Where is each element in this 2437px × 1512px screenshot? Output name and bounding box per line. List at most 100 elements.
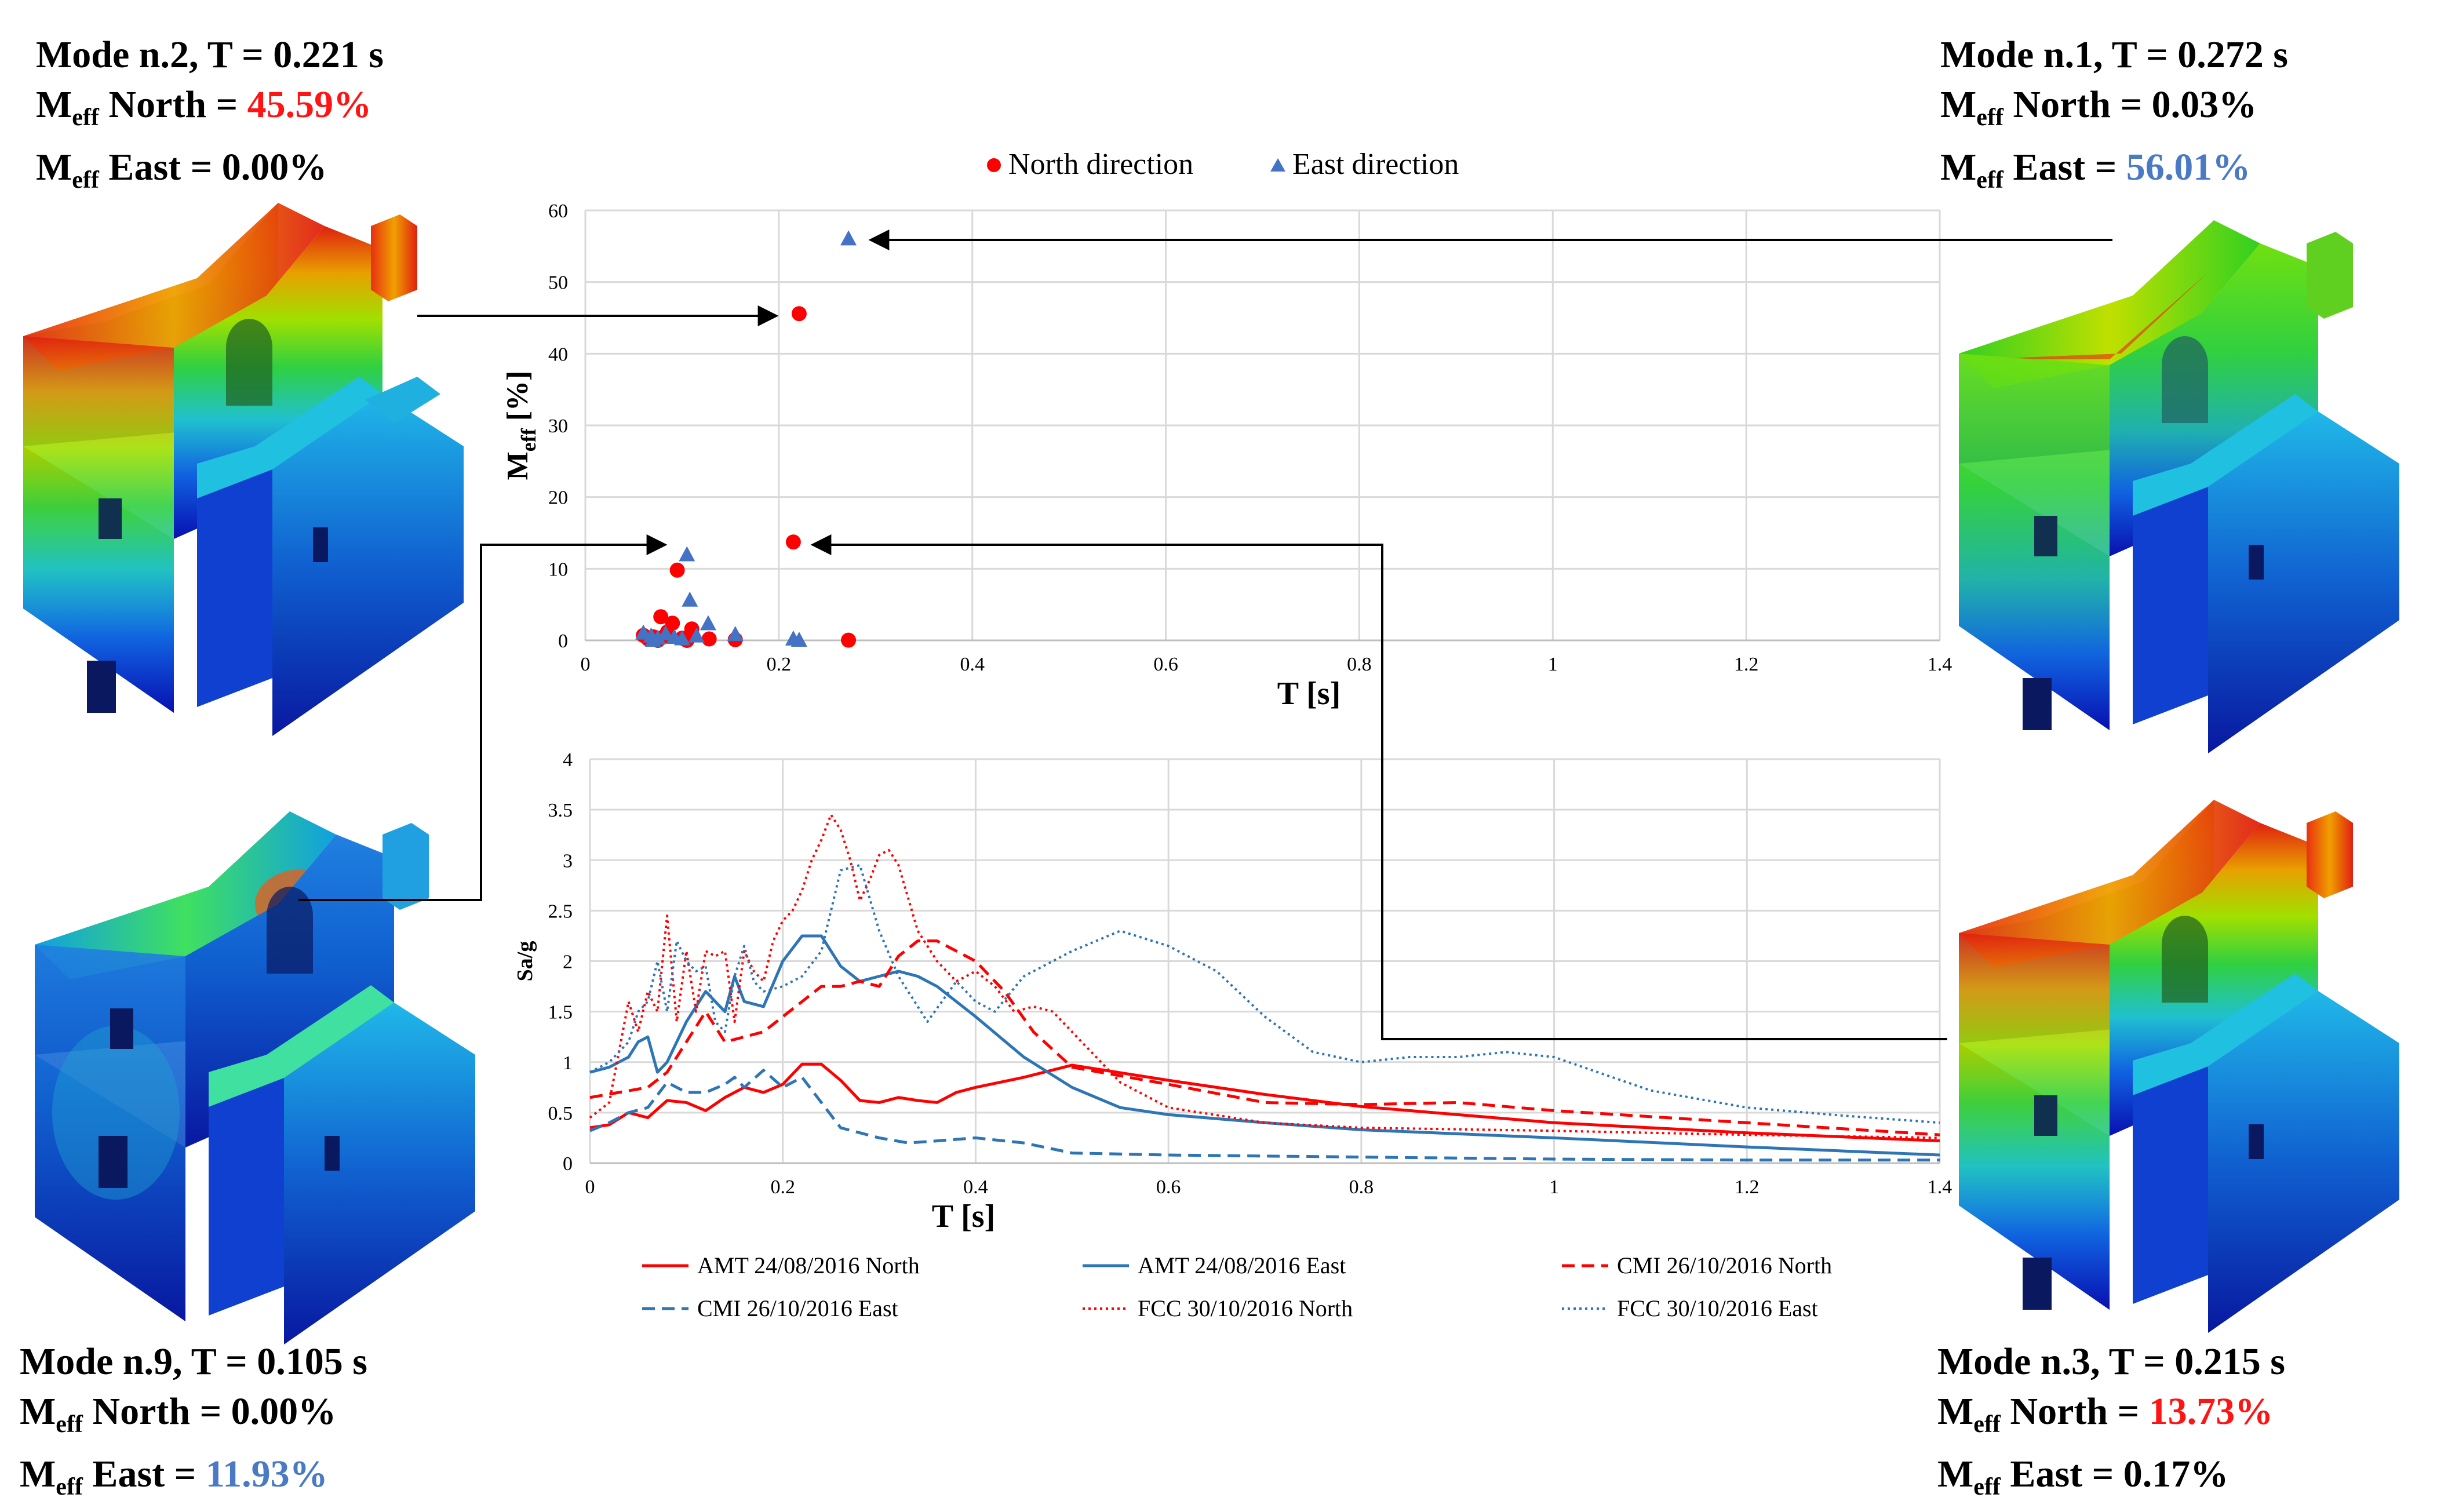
x-tick-label: 1.2 (1734, 654, 1759, 675)
meff-north-value: 0.03% (2151, 83, 2257, 126)
mode1-label: Mode n.1, T = 0.272 s Meff North = 0.03%… (1940, 30, 2288, 205)
legend-label: FCC 30/10/2016 North (1138, 1295, 1353, 1321)
mode3-label: Mode n.3, T = 0.215 s Meff North = 13.73… (1937, 1337, 2285, 1512)
y-tick-label: 1.5 (548, 1002, 573, 1023)
x-tick-label: 0 (581, 654, 591, 675)
x-tick-label: 1.4 (1928, 1176, 1952, 1198)
scatter-point-east (727, 626, 744, 642)
x-tick-label: 0.6 (1153, 654, 1178, 675)
legend-label: AMT 24/08/2016 East (1138, 1252, 1346, 1278)
y-tick-label: 0 (563, 1153, 573, 1175)
series-line (589, 813, 1940, 1139)
scatter-point-north (669, 562, 685, 578)
series-line (589, 934, 1940, 1157)
legend-label-north: North direction (1008, 148, 1193, 181)
meff-east-value: 0.17% (2123, 1453, 2229, 1496)
x-tick-label: 0 (585, 1176, 595, 1198)
y-tick-label: 0.5 (548, 1103, 573, 1124)
legend-marker-north (987, 158, 1001, 172)
scatter-point-north (841, 632, 857, 648)
arrow-mode3 (810, 534, 1947, 1040)
meff-north-line: Meff North = 0.03% (1940, 83, 2257, 132)
meff-north-line: Meff North = 0.00% (20, 1390, 337, 1438)
y-axis-title: Sa/g (513, 941, 537, 982)
y-tick-label: 60 (548, 201, 568, 222)
y-tick-label: 2.5 (548, 901, 573, 922)
x-tick-label: 1.2 (1735, 1176, 1760, 1198)
y-tick-label: 10 (548, 559, 568, 580)
scatter-point-east (785, 630, 802, 646)
series-line (589, 939, 1940, 1136)
meff-north-line: Meff North = 45.59% (36, 83, 372, 132)
scatter-point-east (673, 630, 690, 646)
legend-label: CMI 26/10/2016 East (697, 1295, 898, 1321)
mode-title: Mode n.3, T = 0.215 s (1937, 1340, 2285, 1383)
series-line (589, 864, 1940, 1124)
arrow-mode9 (298, 534, 668, 901)
scatter-point-east (644, 632, 661, 647)
series-line (589, 1069, 1940, 1162)
y-tick-label: 0 (558, 631, 568, 652)
scatter-point-north (653, 609, 669, 625)
meff-east-value: 0.00% (221, 146, 327, 189)
meff-east-line: Meff East = 56.01% (1940, 146, 2251, 194)
y-tick-label: 1 (563, 1052, 573, 1074)
x-tick-label: 0.6 (1156, 1176, 1181, 1198)
scatter-point-north (785, 534, 801, 550)
y-tick-label: 3 (563, 850, 573, 872)
scatter-point-east (700, 615, 716, 631)
legend-marker-east (1270, 158, 1285, 172)
meff-north-value: 0.00% (231, 1390, 337, 1433)
scatter-point-east (679, 546, 695, 562)
mode-title: Mode n.9, T = 0.105 s (20, 1340, 367, 1383)
mode9-building-model (35, 811, 475, 1345)
mode9-label: Mode n.9, T = 0.105 s Meff North = 0.00%… (20, 1337, 367, 1512)
meff-north-value: 13.73% (2148, 1390, 2274, 1433)
x-tick-label: 0.8 (1347, 654, 1372, 675)
meff-east-line: Meff East = 11.93% (20, 1453, 328, 1501)
scatter-point-north (791, 306, 807, 322)
meff-north-value: 45.59% (247, 83, 372, 126)
series-line (589, 1062, 1940, 1143)
spectra-legend: AMT 24/08/2016 North AMT 24/08/2016 East C… (642, 1252, 1832, 1321)
legend-label: AMT 24/08/2016 North (697, 1252, 920, 1278)
x-axis-title: T [s] (932, 1198, 995, 1234)
modal-mass-scatter-chart: 0 0.2 0.4 0.6 0.8 1 1.2 1.4 0 10 20 30 40 50 60 T [s] Me… (501, 148, 1952, 712)
meff-east-value: 11.93% (205, 1453, 328, 1496)
scatter-point-east (682, 591, 698, 607)
y-tick-label: 4 (563, 749, 573, 771)
scatter-legend: North direction East direction (987, 148, 1459, 181)
scatter-point-north (701, 631, 717, 647)
mode-title: Mode n.2, T = 0.221 s (36, 34, 384, 76)
response-spectra-line-chart: 0 0.2 0.4 0.6 0.8 1 1.2 1.4 0 0.5 1 1.5 2 2.5 3 3.5 4 T [… (513, 749, 1952, 1321)
y-tick-label: 3.5 (548, 800, 573, 821)
x-axis-title: T [s] (1277, 676, 1340, 712)
scatter-point-east (657, 625, 674, 640)
x-tick-label: 1 (1548, 654, 1558, 675)
x-tick-label: 0.4 (963, 1176, 988, 1198)
legend-label: CMI 26/10/2016 North (1617, 1252, 1832, 1278)
legend-label: FCC 30/10/2016 East (1617, 1295, 1818, 1321)
meff-north-line: Meff North = 13.73% (1937, 1390, 2274, 1438)
x-tick-label: 0.8 (1349, 1176, 1374, 1198)
y-tick-label: 2 (563, 952, 573, 973)
x-tick-label: 1 (1549, 1176, 1559, 1198)
meff-east-line: Meff East = 0.17% (1937, 1453, 2229, 1501)
connector-arrows (298, 229, 2112, 1040)
x-tick-label: 0.4 (960, 654, 985, 675)
x-tick-label: 1.4 (1928, 654, 1952, 675)
x-tick-label: 0.2 (767, 654, 792, 675)
mode-title: Mode n.1, T = 0.272 s (1940, 34, 2288, 76)
scatter-point-east (688, 627, 705, 643)
y-tick-label: 50 (548, 272, 568, 294)
mode2-label: Mode n.2, T = 0.221 s Meff North = 45.59… (36, 30, 384, 205)
mode2-building-model (23, 203, 464, 736)
y-tick-label: 30 (548, 416, 568, 437)
y-axis-title: Meff [%] (501, 371, 540, 480)
mode3-building-model (1959, 800, 2399, 1333)
y-tick-label: 40 (548, 344, 568, 365)
mode1-building-model (1959, 220, 2399, 753)
meff-east-line: Meff East = 0.00% (36, 146, 327, 194)
x-tick-label: 0.2 (770, 1176, 795, 1198)
